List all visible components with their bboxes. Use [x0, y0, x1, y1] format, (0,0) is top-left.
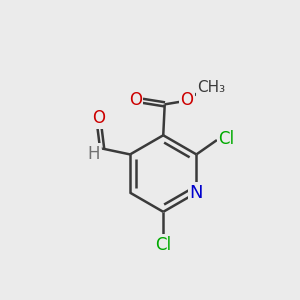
Text: O: O — [92, 109, 105, 127]
Text: H: H — [88, 145, 100, 163]
Text: O: O — [129, 91, 142, 109]
Text: CH₃: CH₃ — [197, 80, 225, 95]
Text: Cl: Cl — [218, 130, 234, 148]
Text: Cl: Cl — [155, 236, 171, 254]
Text: N: N — [190, 184, 203, 202]
Text: O: O — [180, 91, 193, 109]
